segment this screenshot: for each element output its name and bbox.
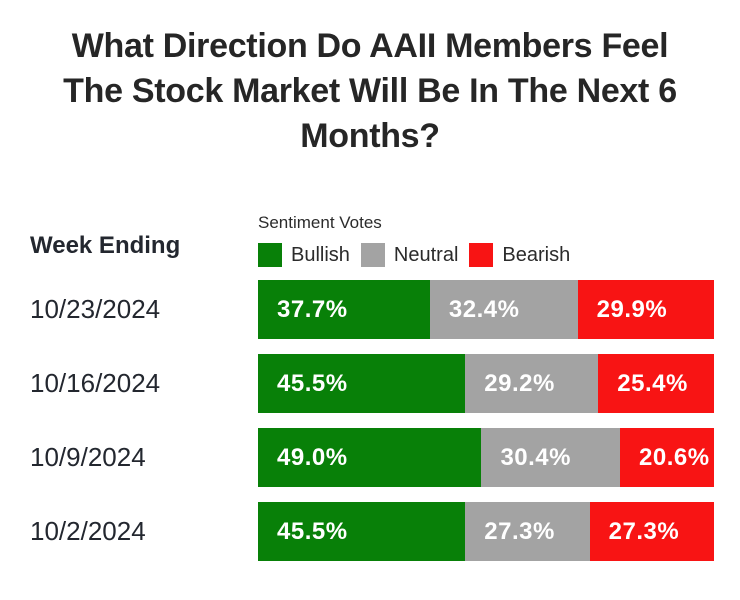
page: { "title_lines": [ "What Direction Do AA…	[0, 24, 740, 600]
legend-item-bearish: Bearish	[469, 243, 570, 267]
week-ending-label: 10/16/2024	[30, 368, 161, 398]
sentiment-chart: Week Ending Sentiment Votes Bullish Neutr…	[0, 203, 740, 561]
week-ending-header: Week Ending	[30, 232, 181, 259]
bar-segment-bullish: 45.5%	[258, 354, 466, 413]
bar-segment-neutral: 27.3%	[465, 502, 590, 561]
week-ending-label: 10/9/2024	[30, 442, 146, 472]
bar-segment-value: 25.4%	[617, 369, 688, 397]
bar-segment-value: 49.0%	[277, 443, 348, 471]
bar-segment-bullish: 37.7%	[258, 280, 430, 339]
table-row: 10/9/2024 49.0% 30.4% 20.6%	[0, 428, 714, 487]
stacked-bar: 37.7% 32.4% 29.9%	[258, 280, 714, 339]
bar-segment-bearish: 20.6%	[620, 428, 714, 487]
bar-segment-value: 45.5%	[277, 369, 348, 397]
week-ending-label: 10/2/2024	[30, 516, 146, 546]
bar-segment-value: 32.4%	[448, 295, 520, 323]
legend-label-bullish: Bullish	[291, 243, 350, 266]
chart-header: Week Ending Sentiment Votes Bullish Neutr…	[0, 203, 714, 267]
legend-label-bearish: Bearish	[502, 243, 571, 266]
table-row: 10/16/2024 45.5% 29.2% 25.4%	[0, 354, 714, 413]
stacked-bar: 45.5% 27.3% 27.3%	[258, 502, 714, 561]
legend-swatch-bearish	[469, 243, 494, 267]
chart-title-line-1: What Direction Do AAII Members Feel	[71, 27, 669, 65]
bar-segment-value: 45.5%	[277, 517, 348, 545]
bar-segment-neutral: 30.4%	[481, 428, 621, 487]
bar-segment-value: 27.3%	[608, 517, 680, 545]
bar-segment-neutral: 32.4%	[429, 280, 578, 339]
bar-segment-value: 20.6%	[639, 443, 710, 471]
table-row: 10/2/2024 45.5% 27.3% 27.3%	[0, 502, 714, 561]
legend-title: Sentiment Votes	[258, 213, 382, 232]
legend-swatch-neutral	[360, 243, 385, 267]
bar-segment-bearish: 25.4%	[598, 354, 714, 413]
chart-card: What Direction Do AAII Members Feel The …	[0, 24, 740, 600]
bar-segment-value: 29.9%	[596, 295, 668, 323]
chart-title: What Direction Do AAII Members Feel The …	[0, 24, 740, 159]
bar-rows: 10/23/2024 37.7% 32.4% 29.9% 10/16/2024 45…	[0, 280, 714, 561]
legend-swatch-bullish	[258, 243, 282, 267]
legend: Bullish Neutral Bearish	[258, 243, 714, 267]
chart-title-line-3: Months?	[300, 117, 440, 155]
legend-item-bullish: Bullish	[258, 243, 350, 267]
chart-title-line-2: The Stock Market Will Be In The Next 6	[63, 72, 677, 110]
bar-segment-bullish: 45.5%	[258, 502, 466, 561]
bar-segment-value: 29.2%	[484, 369, 555, 397]
bar-segment-value: 30.4%	[500, 443, 571, 471]
legend-item-neutral: Neutral	[360, 243, 459, 267]
bar-segment-bullish: 49.0%	[258, 428, 482, 487]
bar-segment-bearish: 27.3%	[589, 502, 714, 561]
week-ending-label: 10/23/2024	[30, 294, 161, 324]
bar-segment-value: 37.7%	[277, 295, 348, 323]
stacked-bar: 49.0% 30.4% 20.6%	[258, 428, 714, 487]
bar-segment-value: 27.3%	[484, 517, 555, 545]
bar-segment-bearish: 29.9%	[577, 280, 714, 339]
table-row: 10/23/2024 37.7% 32.4% 29.9%	[0, 280, 714, 339]
legend-block: Sentiment Votes Bullish Neutral Bearish	[258, 213, 714, 267]
stacked-bar: 45.5% 29.2% 25.4%	[258, 354, 714, 413]
legend-label-neutral: Neutral	[393, 243, 459, 266]
bar-segment-neutral: 29.2%	[465, 354, 599, 413]
